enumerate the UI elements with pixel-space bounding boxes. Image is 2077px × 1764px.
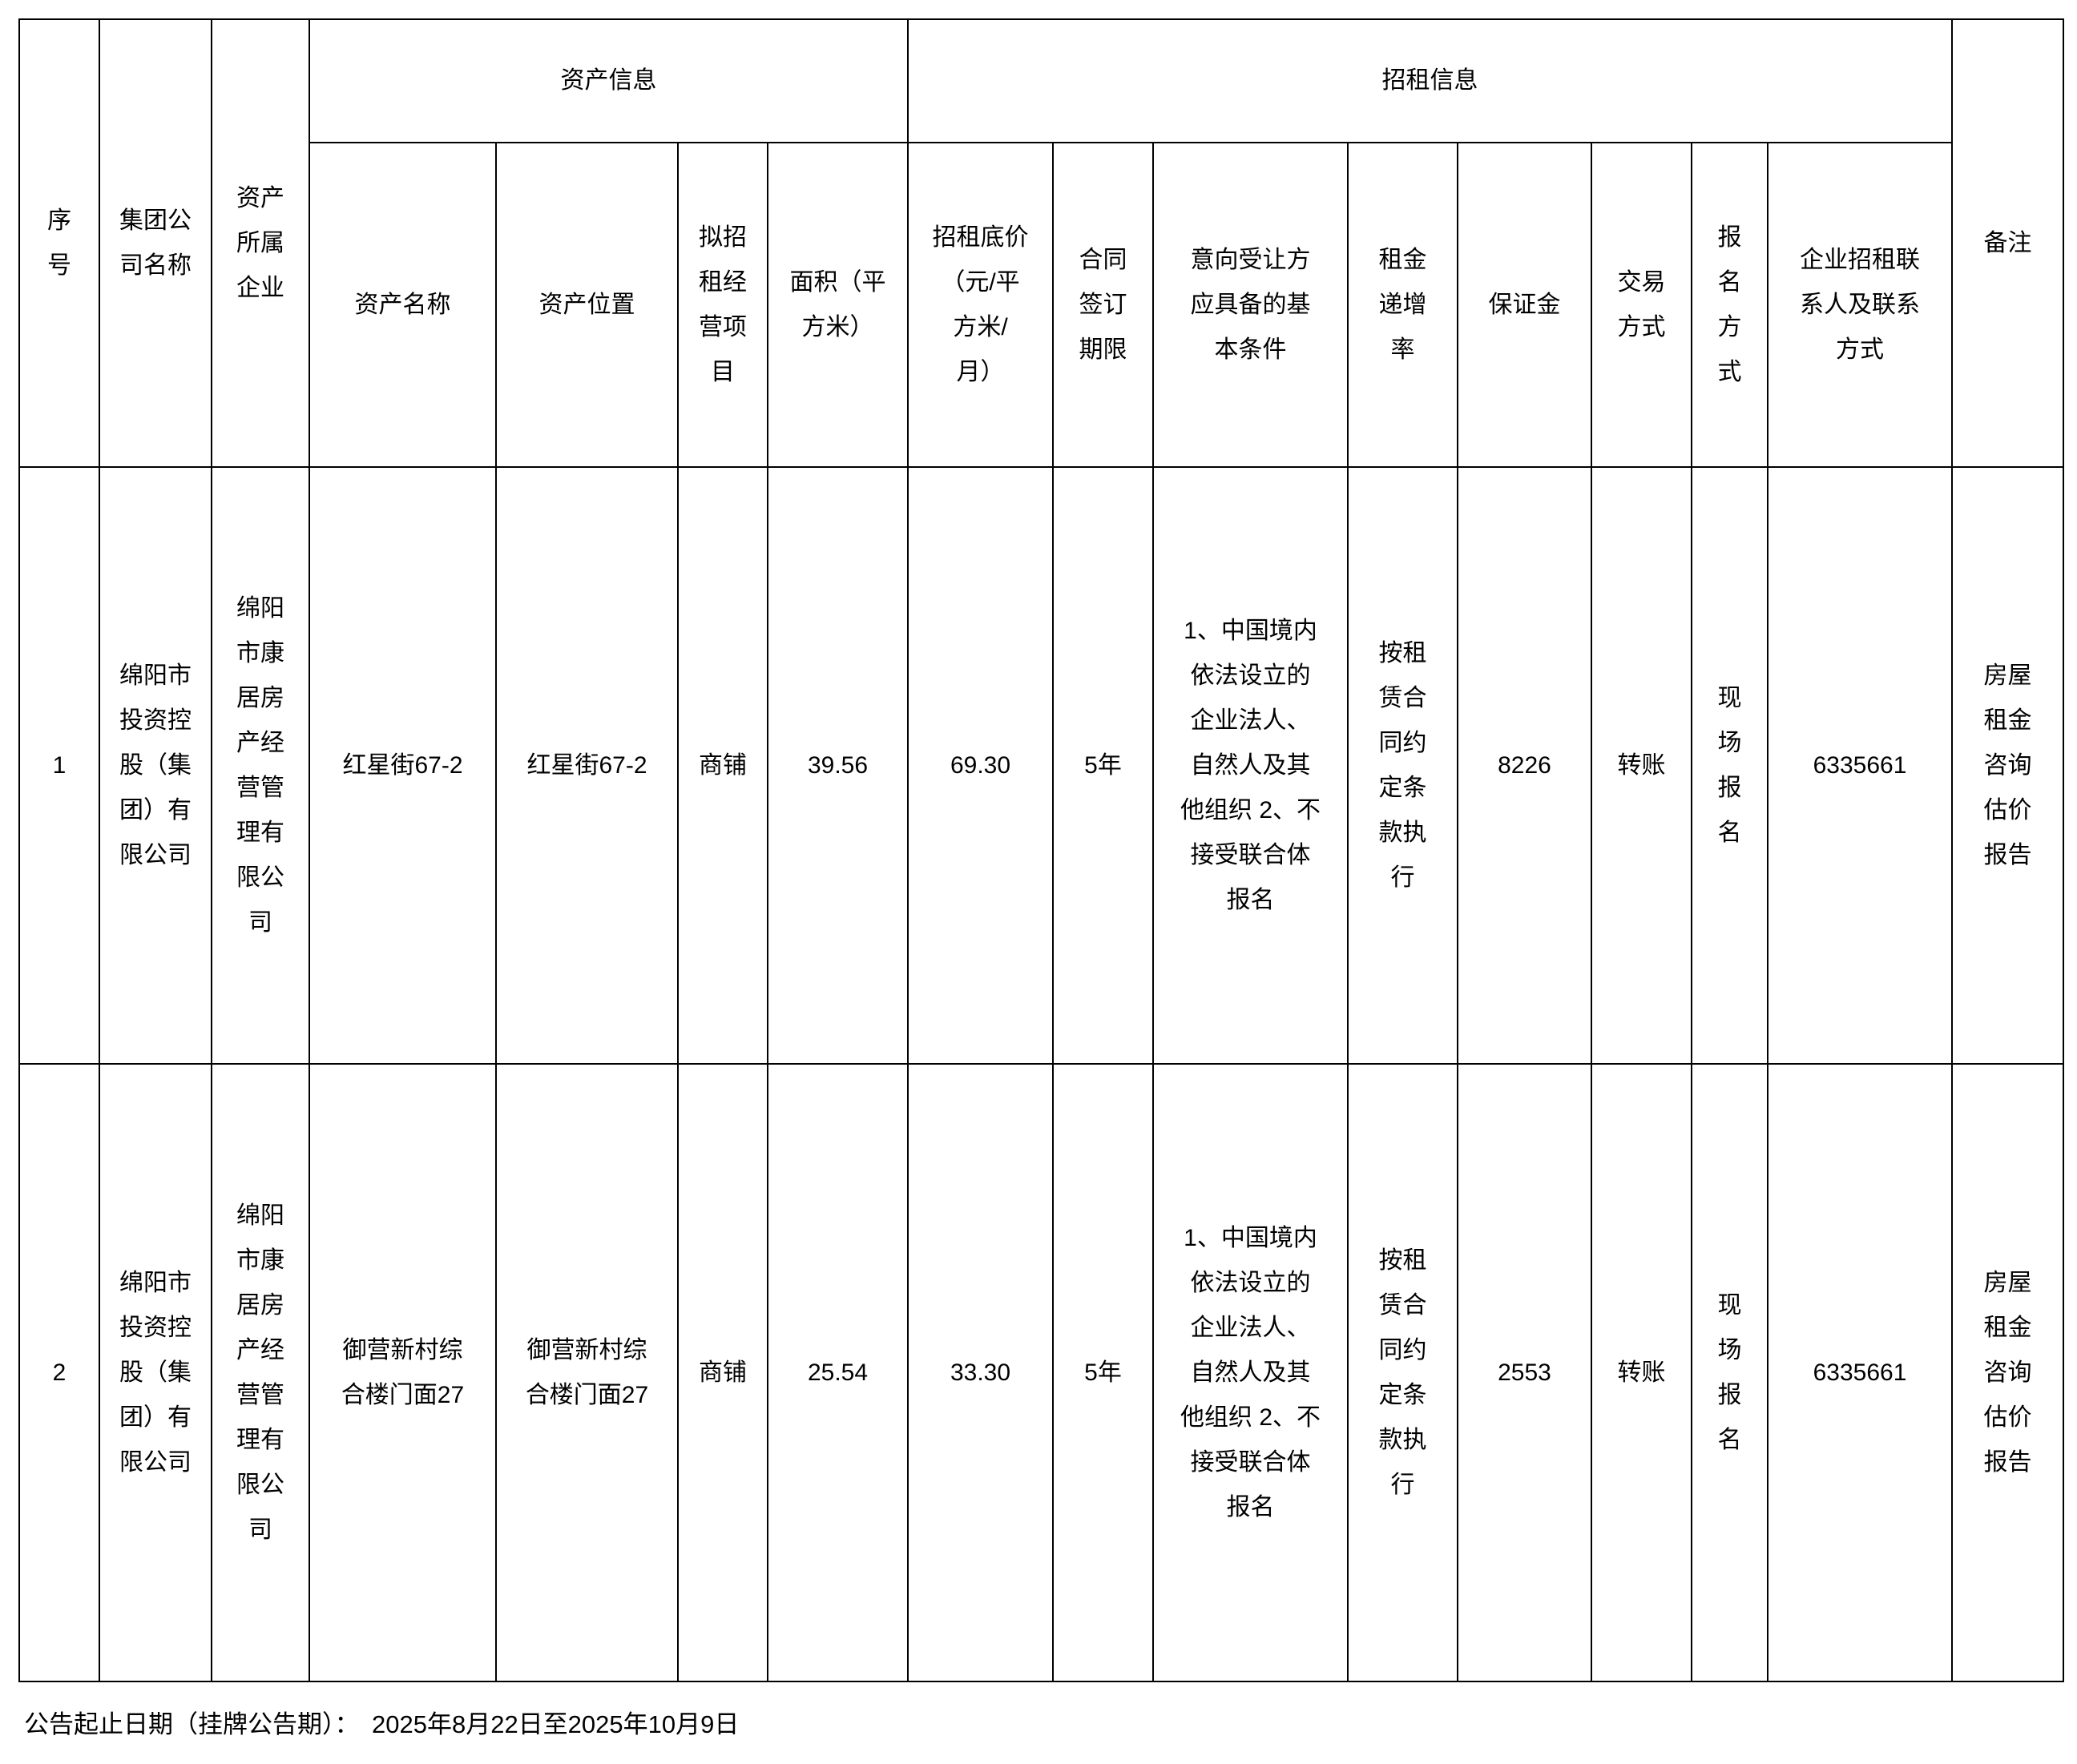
header-asset-info-group: 资产信息 [309,18,909,143]
cell-area: 39.56 [767,466,909,1065]
leasing-announcement-table-wrap: 序 号 集团公 司名称 资产 所属 企业 资产信息 招租信息 备注 资产名称 资… [18,18,2064,1682]
cell-remark: 房屋 租金 咨询 估价 报告 [1951,1063,2064,1682]
cell-rent-increase: 按租 赁合 同约 定条 款执 行 [1347,466,1458,1065]
cell-deposit: 2553 [1457,1063,1592,1682]
header-row-columns: 资产名称 资产位置 拟招 租经 营项 目 面积（平 方米） 招租底价 （元/平 … [19,142,2063,468]
cell-rent-increase: 按租 赁合 同约 定条 款执 行 [1347,1063,1458,1682]
announcement-period: 公告起止日期（挂牌公告期）： 2025年8月22日至2025年10月9日 [24,1710,740,1738]
header-business-project: 拟招 租经 营项 目 [677,142,768,468]
cell-transaction-method: 转账 [1591,1063,1692,1682]
header-seq: 序 号 [18,18,100,468]
cell-transaction-method: 转账 [1591,466,1692,1065]
cell-asset-owner: 绵阳 市康 居房 产经 营管 理有 限公 司 [211,1063,310,1682]
header-area: 面积（平 方米） [767,142,909,468]
header-asset-owner: 资产 所属 企业 [211,18,310,468]
header-asset-location: 资产位置 [495,142,679,468]
header-row-group: 序 号 集团公 司名称 资产 所属 企业 资产信息 招租信息 备注 [18,18,2064,468]
leasing-announcement-table: 序 号 集团公 司名称 资产 所属 企业 资产信息 招租信息 备注 资产名称 资… [18,18,2064,1682]
header-group-company: 集团公 司名称 [99,18,212,468]
cell-conditions: 1、中国境内 依法设立的 企业法人、 自然人及其 他组织 2、不 接受联合体 报… [1152,466,1349,1065]
header-contact: 企业招租联 系人及联系 方式 [1767,142,1953,468]
cell-asset-location: 御营新村综 合楼门面27 [495,1063,679,1682]
header-asset-name: 资产名称 [309,142,497,468]
cell-contact: 6335661 [1767,1063,1953,1682]
cell-asset-name: 红星街67-2 [309,466,497,1065]
cell-contract-term: 5年 [1052,466,1154,1065]
cell-business-project: 商铺 [677,1063,768,1682]
header-rent-increase: 租金 递增 率 [1347,142,1458,468]
cell-business-project: 商铺 [677,466,768,1065]
header-conditions: 意向受让方 应具备的基 本条件 [1152,142,1349,468]
cell-contact: 6335661 [1767,466,1953,1065]
cell-group-company: 绵阳市 投资控 股（集 团）有 限公司 [99,466,212,1065]
cell-remark: 房屋 租金 咨询 估价 报告 [1951,466,2064,1065]
header-contract-term: 合同 签订 期限 [1052,142,1154,468]
cell-seq: 2 [18,1063,100,1682]
header-registration-method: 报 名 方 式 [1691,142,1768,468]
header-remark: 备注 [1951,18,2064,468]
cell-contract-term: 5年 [1052,1063,1154,1682]
cell-deposit: 8226 [1457,466,1592,1065]
header-deposit: 保证金 [1457,142,1592,468]
header-transaction-method: 交易 方式 [1591,142,1692,468]
cell-registration-method: 现 场 报 名 [1691,1063,1768,1682]
cell-asset-location: 红星街67-2 [495,466,679,1065]
cell-group-company: 绵阳市 投资控 股（集 团）有 限公司 [99,1063,212,1682]
cell-registration-method: 现 场 报 名 [1691,466,1768,1065]
header-base-price: 招租底价 （元/平 方米/ 月） [907,142,1054,468]
cell-area: 25.54 [767,1063,909,1682]
cell-asset-owner: 绵阳 市康 居房 产经 营管 理有 限公 司 [211,466,310,1065]
cell-base-price: 69.30 [907,466,1054,1065]
cell-base-price: 33.30 [907,1063,1054,1682]
cell-asset-name: 御营新村综 合楼门面27 [309,1063,497,1682]
table-row: 2 绵阳市 投资控 股（集 团）有 限公司 绵阳 市康 居房 产经 营管 理有 … [18,1063,2064,1682]
cell-seq: 1 [18,466,100,1065]
cell-conditions: 1、中国境内 依法设立的 企业法人、 自然人及其 他组织 2、不 接受联合体 报… [1152,1063,1349,1682]
table-row: 1 绵阳市 投资控 股（集 团）有 限公司 绵阳 市康 居房 产经 营管 理有 … [18,466,2064,1065]
header-leasing-info-group: 招租信息 [907,18,1953,143]
